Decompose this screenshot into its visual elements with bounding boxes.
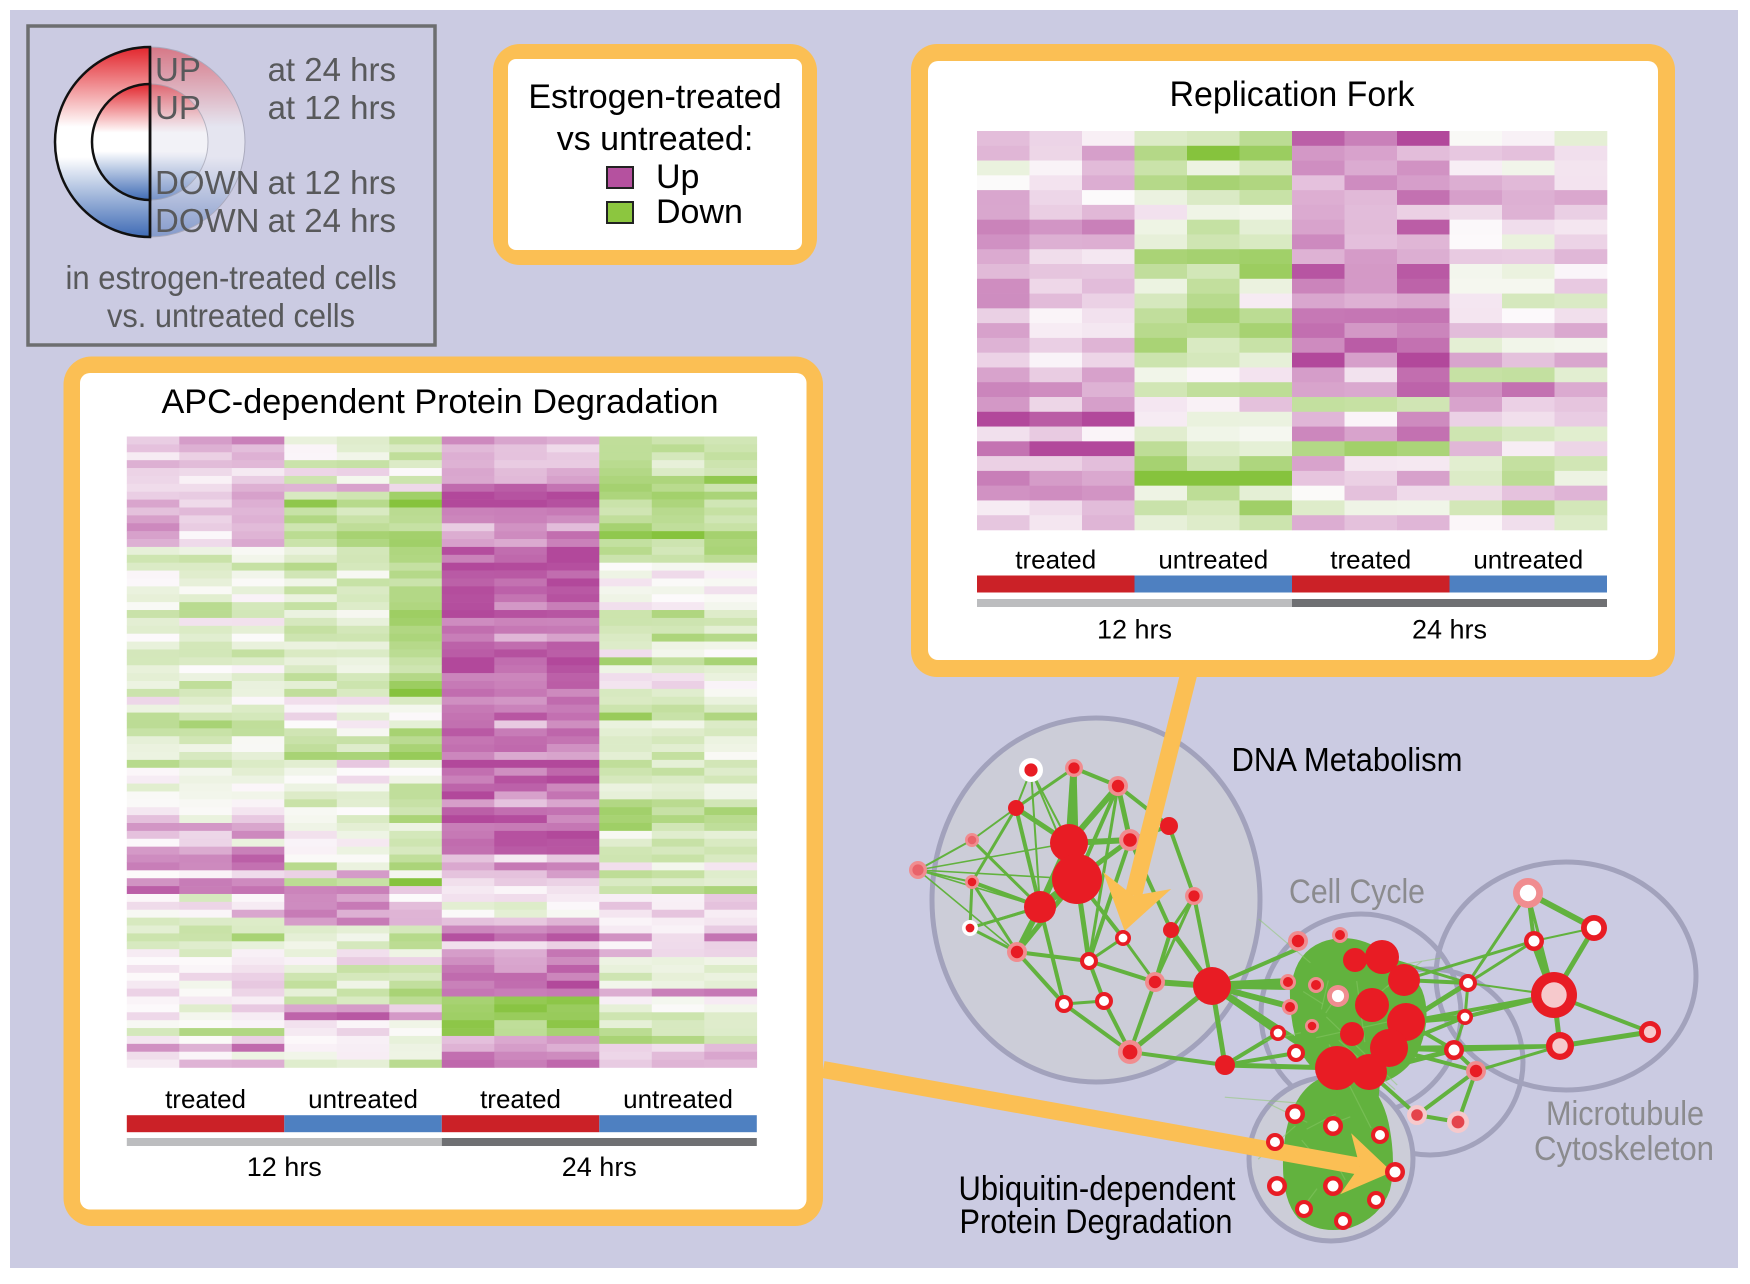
svg-text:untreated: untreated (623, 1084, 733, 1114)
svg-text:untreated: untreated (308, 1084, 418, 1114)
svg-text:Down: Down (656, 193, 743, 231)
svg-text:vs untreated:: vs untreated: (557, 120, 754, 158)
svg-text:at 24 hrs: at 24 hrs (268, 51, 396, 88)
svg-text:12 hrs: 12 hrs (1097, 615, 1172, 645)
svg-text:Microtubule: Microtubule (1546, 1095, 1704, 1133)
svg-text:12 hrs: 12 hrs (247, 1152, 322, 1182)
svg-text:UP: UP (155, 89, 201, 126)
svg-text:Cytoskeleton: Cytoskeleton (1534, 1130, 1714, 1168)
svg-text:treated: treated (1330, 545, 1411, 575)
svg-text:APC-dependent Protein Degradat: APC-dependent Protein Degradation (162, 383, 719, 421)
svg-text:Estrogen-treated: Estrogen-treated (528, 78, 781, 116)
svg-text:Replication Fork: Replication Fork (1170, 75, 1415, 114)
svg-text:DNA Metabolism: DNA Metabolism (1232, 741, 1463, 778)
svg-text:treated: treated (480, 1084, 561, 1114)
svg-text:vs. untreated cells: vs. untreated cells (107, 297, 355, 334)
svg-text:Cell Cycle: Cell Cycle (1289, 873, 1425, 911)
svg-text:Protein Degradation: Protein Degradation (960, 1203, 1233, 1241)
svg-text:DOWN: DOWN (155, 202, 259, 239)
svg-text:Ubiquitin-dependent: Ubiquitin-dependent (959, 1170, 1237, 1208)
svg-text:treated: treated (1015, 545, 1096, 575)
svg-text:in estrogen-treated cells: in estrogen-treated cells (66, 259, 397, 296)
svg-text:DOWN: DOWN (155, 164, 259, 201)
svg-text:at 12 hrs: at 12 hrs (268, 89, 396, 126)
svg-text:UP: UP (155, 51, 201, 88)
svg-text:at 12 hrs: at 12 hrs (268, 164, 396, 201)
svg-text:untreated: untreated (1473, 545, 1583, 575)
svg-text:Up: Up (656, 158, 699, 196)
svg-text:untreated: untreated (1158, 545, 1268, 575)
svg-text:24 hrs: 24 hrs (1412, 615, 1487, 645)
svg-text:24 hrs: 24 hrs (562, 1152, 637, 1182)
svg-text:treated: treated (165, 1084, 246, 1114)
svg-text:at 24 hrs: at 24 hrs (268, 202, 396, 239)
